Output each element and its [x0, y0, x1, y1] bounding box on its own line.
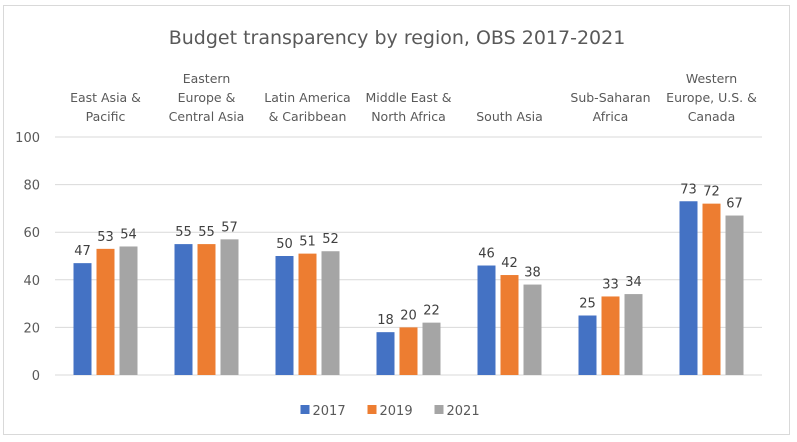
y-tick-label: 20 — [23, 321, 40, 336]
category-label: Western Europe, U.S. & Canada — [666, 71, 757, 124]
data-label: 52 — [322, 232, 339, 247]
data-label: 42 — [501, 256, 518, 271]
category-label: East Asia & Pacific — [70, 90, 141, 124]
data-label: 34 — [625, 275, 642, 290]
legend-label: 2021 — [447, 404, 480, 419]
category-label: South Asia — [476, 109, 543, 124]
data-label: 67 — [726, 197, 743, 212]
data-labels: 47 55 50 18 46 25 73 53 55 51 20 42 33 72 54 57 52 22 38 34… — [74, 182, 743, 328]
legend-swatch — [367, 405, 377, 414]
data-label: 72 — [703, 185, 720, 200]
data-label: 50 — [276, 237, 293, 252]
category-label-line: Europe & — [178, 90, 236, 105]
data-label: 46 — [478, 247, 495, 262]
y-tick-label: 100 — [15, 131, 40, 146]
legend-item: 2021 — [434, 404, 480, 419]
category-label-line: Eastern — [183, 71, 231, 86]
y-tick-label: 0 — [32, 369, 40, 384]
legend-item: 2017 — [300, 404, 346, 419]
bar-2019 — [702, 203, 721, 375]
bar-2017 — [376, 332, 395, 375]
bar-2021 — [321, 251, 340, 375]
category-label: Sub-Saharan Africa — [570, 90, 650, 124]
bar-2017 — [275, 256, 294, 375]
data-label: 54 — [120, 227, 137, 242]
bar-2021 — [624, 294, 643, 375]
legend: 2017 2019 2021 — [300, 404, 480, 419]
data-label: 73 — [680, 182, 697, 197]
category-label: Latin America & Caribbean — [264, 90, 350, 124]
legend-label: 2019 — [380, 404, 413, 419]
y-tick-label: 60 — [23, 226, 40, 241]
bar-2019 — [298, 253, 317, 375]
y-tick-label: 40 — [23, 274, 40, 289]
y-axis-ticks: 0 20 40 60 80 100 — [15, 131, 40, 384]
bar-2017 — [477, 265, 496, 375]
gridlines — [55, 136, 762, 376]
category-label-line: East Asia & — [70, 90, 141, 105]
legend-swatch — [300, 405, 310, 414]
category-label-line: & Caribbean — [269, 109, 347, 124]
category-label-line: Middle East & — [366, 90, 452, 105]
category-label: Eastern Europe & Central Asia — [169, 71, 245, 124]
category-label-line: Latin America — [264, 90, 350, 105]
data-label: 47 — [74, 244, 91, 259]
category-label-line: Western — [686, 71, 737, 86]
bars — [73, 201, 744, 375]
bar-2019 — [601, 296, 620, 375]
data-label: 55 — [198, 225, 215, 240]
bar-2021 — [119, 246, 138, 375]
bar-2019 — [500, 275, 519, 375]
data-label: 22 — [423, 304, 440, 319]
category-label-line: Europe, U.S. & — [666, 90, 757, 105]
bar-2019 — [399, 327, 418, 375]
category-label-line: North Africa — [371, 109, 446, 124]
bar-2019 — [96, 248, 115, 375]
bar-2017 — [679, 201, 698, 375]
data-label: 38 — [524, 266, 541, 281]
data-label: 33 — [602, 277, 619, 292]
data-label: 51 — [299, 235, 316, 250]
category-labels: East Asia & Pacific Eastern Europe & Central… — [70, 71, 757, 124]
category-label-line: Sub-Saharan — [570, 90, 650, 105]
legend-label: 2017 — [313, 404, 346, 419]
bar-2021 — [725, 215, 744, 375]
data-label: 57 — [221, 220, 238, 235]
bar-2019 — [197, 244, 216, 375]
bar-2021 — [523, 284, 542, 375]
legend-swatch — [434, 405, 444, 414]
category-label: Middle East & North Africa — [366, 90, 452, 124]
category-label-line: Canada — [688, 109, 736, 124]
category-label-line: Central Asia — [169, 109, 245, 124]
bar-2017 — [73, 263, 92, 375]
data-label: 53 — [97, 230, 114, 245]
bar-2017 — [174, 244, 193, 375]
category-label-line: Pacific — [86, 109, 126, 124]
bar-2021 — [422, 322, 441, 375]
bar-2021 — [220, 239, 239, 375]
category-label-line: South Asia — [476, 109, 543, 124]
chart-title: Budget transparency by region, OBS 2017-… — [169, 27, 626, 49]
category-label-line: Africa — [593, 109, 629, 124]
data-label: 25 — [579, 297, 596, 312]
data-label: 18 — [377, 313, 394, 328]
data-label: 55 — [175, 225, 192, 240]
legend-item: 2019 — [367, 404, 413, 419]
data-label: 20 — [400, 308, 417, 323]
y-tick-label: 80 — [23, 179, 40, 194]
bar-2017 — [578, 315, 597, 375]
